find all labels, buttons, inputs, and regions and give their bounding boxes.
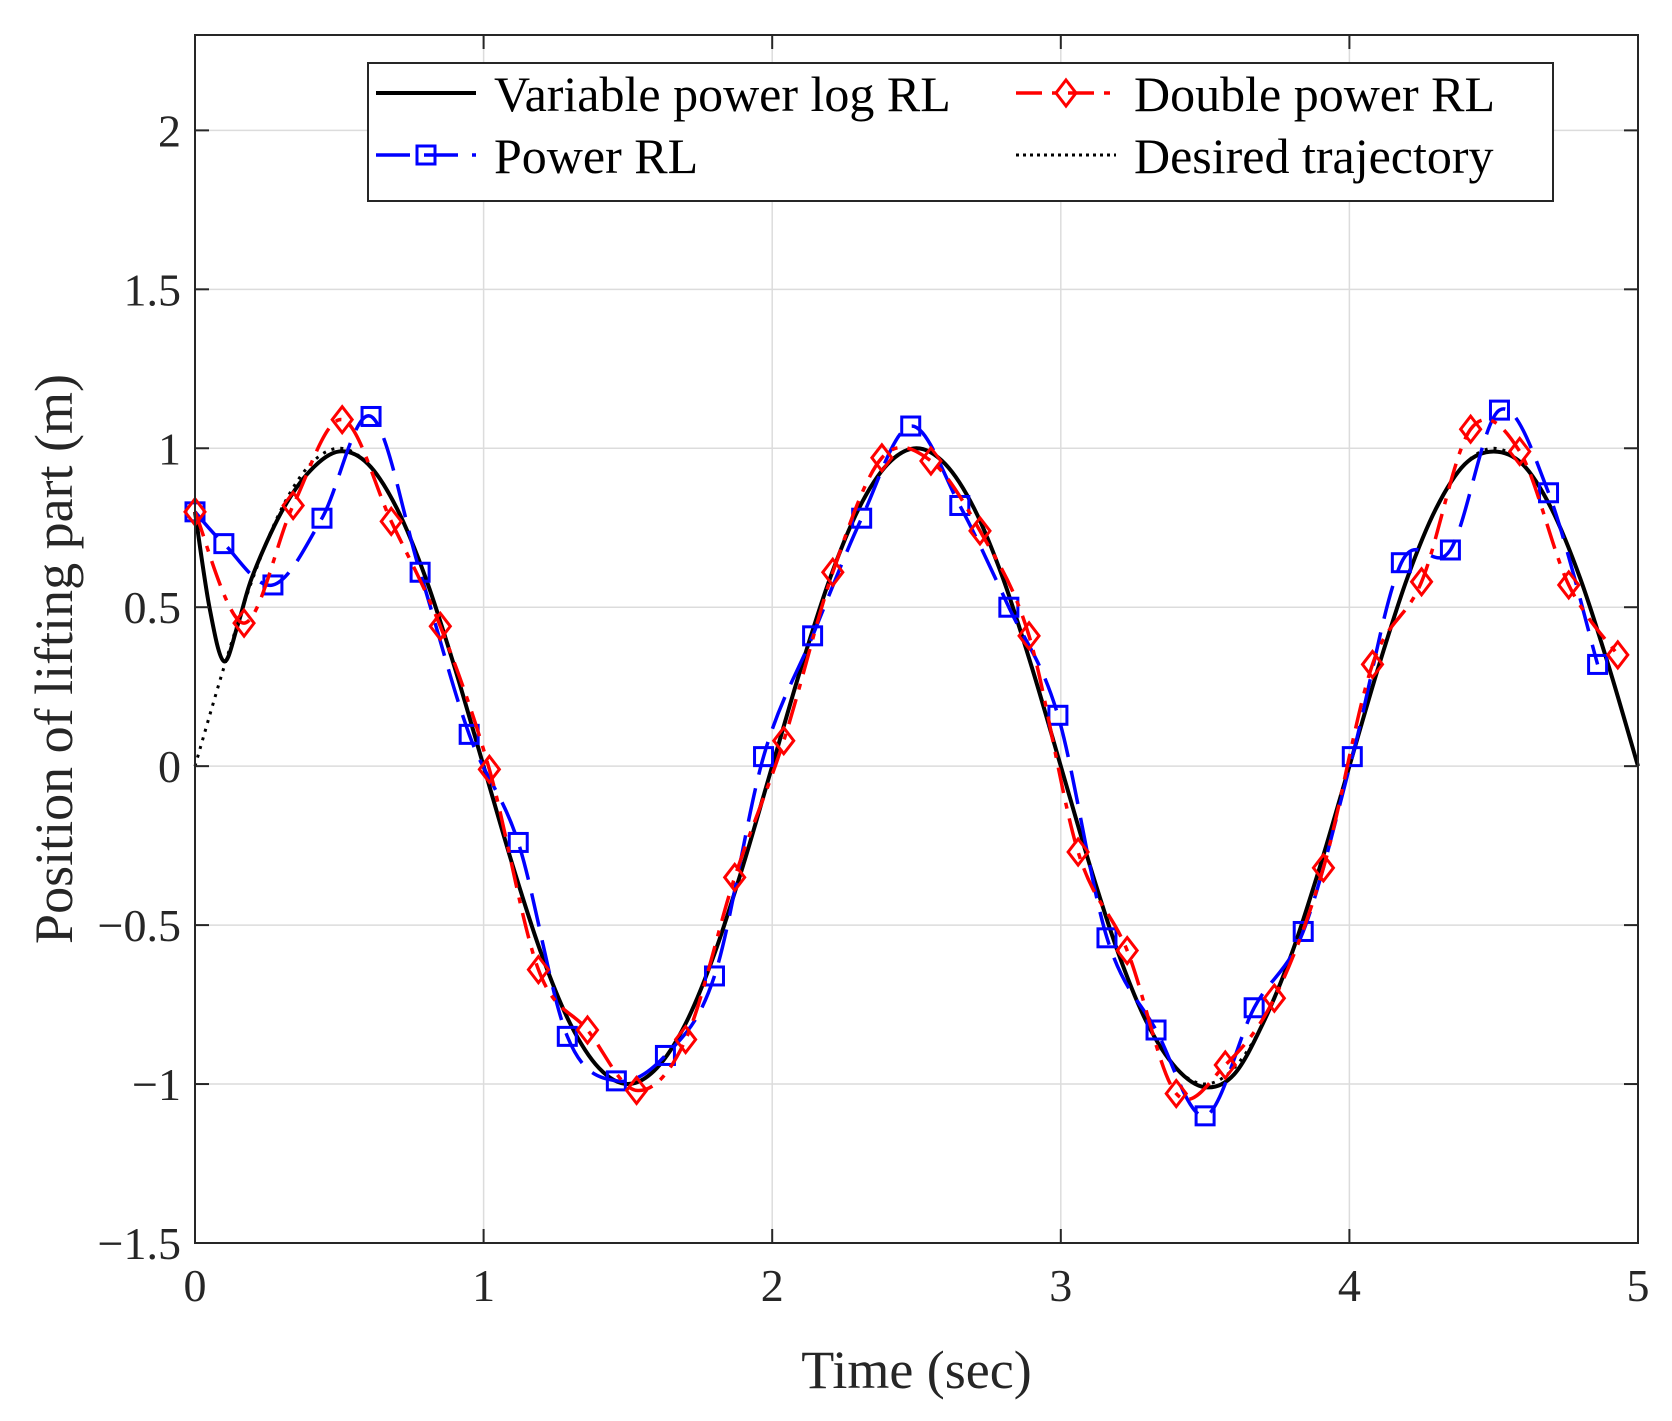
data-point-double-power-rl bbox=[1507, 435, 1532, 467]
y-tick-label: −1 bbox=[132, 1059, 181, 1110]
data-point-power-rl bbox=[1538, 482, 1560, 504]
data-point-double-power-rl bbox=[1311, 852, 1336, 884]
y-tick-label: 0.5 bbox=[124, 582, 182, 633]
data-point-double-power-rl bbox=[526, 954, 551, 986]
data-point-double-power-rl bbox=[232, 607, 256, 639]
data-point-power-rl bbox=[1439, 539, 1461, 561]
legend-item-variable-power-log-rl: Variable power log RL bbox=[376, 66, 951, 122]
plot-series bbox=[183, 399, 1640, 1127]
data-point-power-rl bbox=[556, 1025, 578, 1047]
x-tick-label: 2 bbox=[761, 1260, 784, 1311]
data-point-power-rl bbox=[1292, 920, 1314, 942]
data-point-power-rl bbox=[360, 405, 382, 427]
y-axis-label: Position of lifting part (m) bbox=[24, 374, 84, 944]
x-tick-label: 5 bbox=[1627, 1260, 1650, 1311]
legend-label: Power RL bbox=[494, 128, 698, 184]
data-point-power-rl bbox=[262, 574, 284, 596]
y-tick-label: −0.5 bbox=[98, 900, 181, 951]
data-point-power-rl bbox=[507, 831, 529, 853]
x-axis-label: Time (sec) bbox=[801, 1340, 1031, 1400]
data-point-double-power-rl bbox=[771, 725, 796, 757]
legend-label: Variable power log RL bbox=[494, 66, 951, 122]
data-point-double-power-rl bbox=[575, 1014, 600, 1046]
data-point-double-power-rl bbox=[722, 861, 747, 893]
legend-item-desired-trajectory: Desired trajectory bbox=[1016, 128, 1494, 184]
legend-item-double-power-rl: Double power RL bbox=[1016, 66, 1495, 122]
data-point-power-rl bbox=[1341, 746, 1363, 768]
data-point-double-power-rl bbox=[477, 753, 502, 785]
data-point-power-rl bbox=[1194, 1105, 1216, 1127]
data-point-double-power-rl bbox=[1017, 620, 1041, 652]
legend-marker-sample bbox=[1054, 77, 1078, 109]
data-point-power-rl bbox=[1390, 552, 1412, 574]
data-point-power-rl bbox=[753, 746, 775, 768]
data-point-power-rl bbox=[1145, 1019, 1167, 1041]
data-point-power-rl bbox=[1587, 653, 1609, 675]
data-point-double-power-rl bbox=[869, 442, 894, 474]
y-tick-label: 0 bbox=[158, 741, 181, 792]
data-point-double-power-rl bbox=[1409, 566, 1434, 598]
y-tick-label: −1.5 bbox=[98, 1218, 181, 1269]
axis-ticks: 0 1 2 3 4 5 −1.5 −1 −0.5 0 0.5 1 1.5 2 bbox=[98, 35, 1650, 1311]
data-point-power-rl bbox=[802, 625, 824, 647]
data-point-double-power-rl bbox=[968, 515, 992, 547]
axes-box bbox=[194, 34, 1639, 1244]
data-point-double-power-rl bbox=[1115, 935, 1140, 966]
data-point-double-power-rl bbox=[330, 404, 355, 436]
data-point-double-power-rl bbox=[624, 1074, 649, 1106]
data-point-double-power-rl bbox=[919, 445, 943, 477]
legend-item-power-rl: Power RL bbox=[376, 128, 698, 184]
series-line-power-rl bbox=[193, 407, 1600, 1118]
x-tick-label: 0 bbox=[184, 1260, 207, 1311]
data-point-double-power-rl bbox=[1262, 982, 1287, 1014]
x-tick-label: 4 bbox=[1338, 1260, 1361, 1311]
y-tick-label: 1.5 bbox=[124, 264, 182, 315]
data-point-double-power-rl bbox=[1164, 1078, 1189, 1110]
data-point-double-power-rl bbox=[1605, 639, 1630, 671]
y-tick-label: 1 bbox=[158, 423, 181, 474]
data-point-double-power-rl bbox=[428, 610, 453, 642]
data-point-double-power-rl bbox=[281, 490, 306, 521]
data-point-power-rl bbox=[703, 965, 725, 987]
data-point-double-power-rl bbox=[1556, 569, 1581, 601]
data-point-double-power-rl bbox=[820, 556, 845, 588]
series-double-power-rl bbox=[183, 404, 1630, 1110]
data-point-power-rl bbox=[1047, 704, 1069, 726]
legend-box bbox=[367, 62, 1554, 202]
data-point-double-power-rl bbox=[1360, 648, 1385, 680]
y-tick-label: 2 bbox=[158, 105, 181, 156]
data-point-power-rl bbox=[213, 533, 235, 555]
data-point-double-power-rl bbox=[1458, 413, 1483, 445]
x-tick-label: 3 bbox=[1049, 1260, 1072, 1311]
data-point-power-rl bbox=[654, 1044, 676, 1066]
x-tick-label: 1 bbox=[472, 1260, 495, 1311]
data-point-power-rl bbox=[1096, 927, 1118, 949]
data-point-power-rl bbox=[1488, 399, 1510, 421]
data-point-double-power-rl bbox=[1213, 1049, 1238, 1081]
data-point-double-power-rl bbox=[673, 1024, 698, 1056]
legend: Variable power log RL Double power RL Powe… bbox=[367, 62, 1554, 202]
data-point-power-rl bbox=[998, 596, 1020, 618]
legend-marker-sample bbox=[415, 144, 437, 166]
data-point-double-power-rl bbox=[1066, 836, 1091, 868]
data-point-double-power-rl bbox=[379, 505, 404, 537]
legend-label: Double power RL bbox=[1134, 66, 1495, 122]
data-point-power-rl bbox=[311, 507, 333, 529]
data-point-power-rl bbox=[900, 415, 922, 437]
legend-label: Desired trajectory bbox=[1134, 128, 1494, 184]
data-point-power-rl bbox=[1243, 997, 1265, 1019]
data-point-power-rl bbox=[605, 1070, 627, 1092]
